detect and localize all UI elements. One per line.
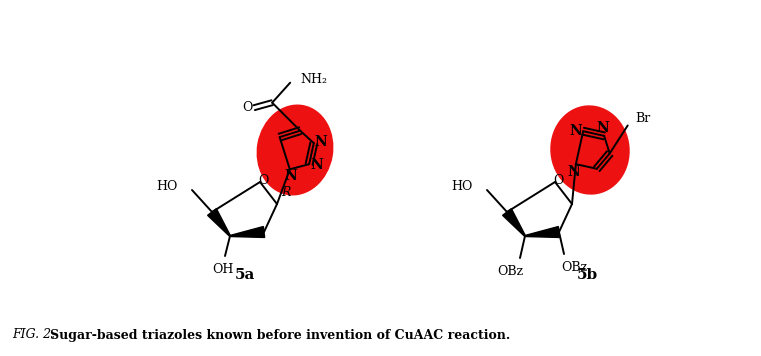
Text: N: N bbox=[570, 124, 582, 138]
Text: O: O bbox=[242, 101, 253, 114]
Text: Br: Br bbox=[635, 112, 651, 125]
Polygon shape bbox=[502, 209, 525, 236]
Text: N: N bbox=[568, 165, 580, 179]
Text: N: N bbox=[314, 135, 327, 149]
Text: Sugar-based triazoles known before invention of CuAAC reaction.: Sugar-based triazoles known before inven… bbox=[50, 329, 510, 341]
Text: O: O bbox=[552, 174, 563, 188]
Text: N: N bbox=[597, 121, 610, 135]
Polygon shape bbox=[525, 226, 559, 237]
Text: 5b: 5b bbox=[576, 268, 597, 282]
Text: R: R bbox=[281, 185, 291, 199]
Text: 5a: 5a bbox=[235, 268, 255, 282]
Ellipse shape bbox=[551, 106, 629, 194]
Ellipse shape bbox=[257, 105, 333, 195]
Text: NH₂: NH₂ bbox=[300, 73, 327, 86]
Text: O: O bbox=[258, 174, 268, 188]
Text: FIG. 2.: FIG. 2. bbox=[12, 329, 59, 341]
Text: OBz: OBz bbox=[497, 265, 523, 278]
Polygon shape bbox=[230, 226, 265, 237]
Text: OBz: OBz bbox=[561, 261, 587, 274]
Text: HO: HO bbox=[157, 180, 178, 194]
Polygon shape bbox=[208, 209, 231, 236]
Text: OH: OH bbox=[212, 263, 234, 276]
Text: HO: HO bbox=[451, 180, 473, 194]
Text: N: N bbox=[285, 169, 298, 183]
Text: N: N bbox=[310, 158, 323, 172]
